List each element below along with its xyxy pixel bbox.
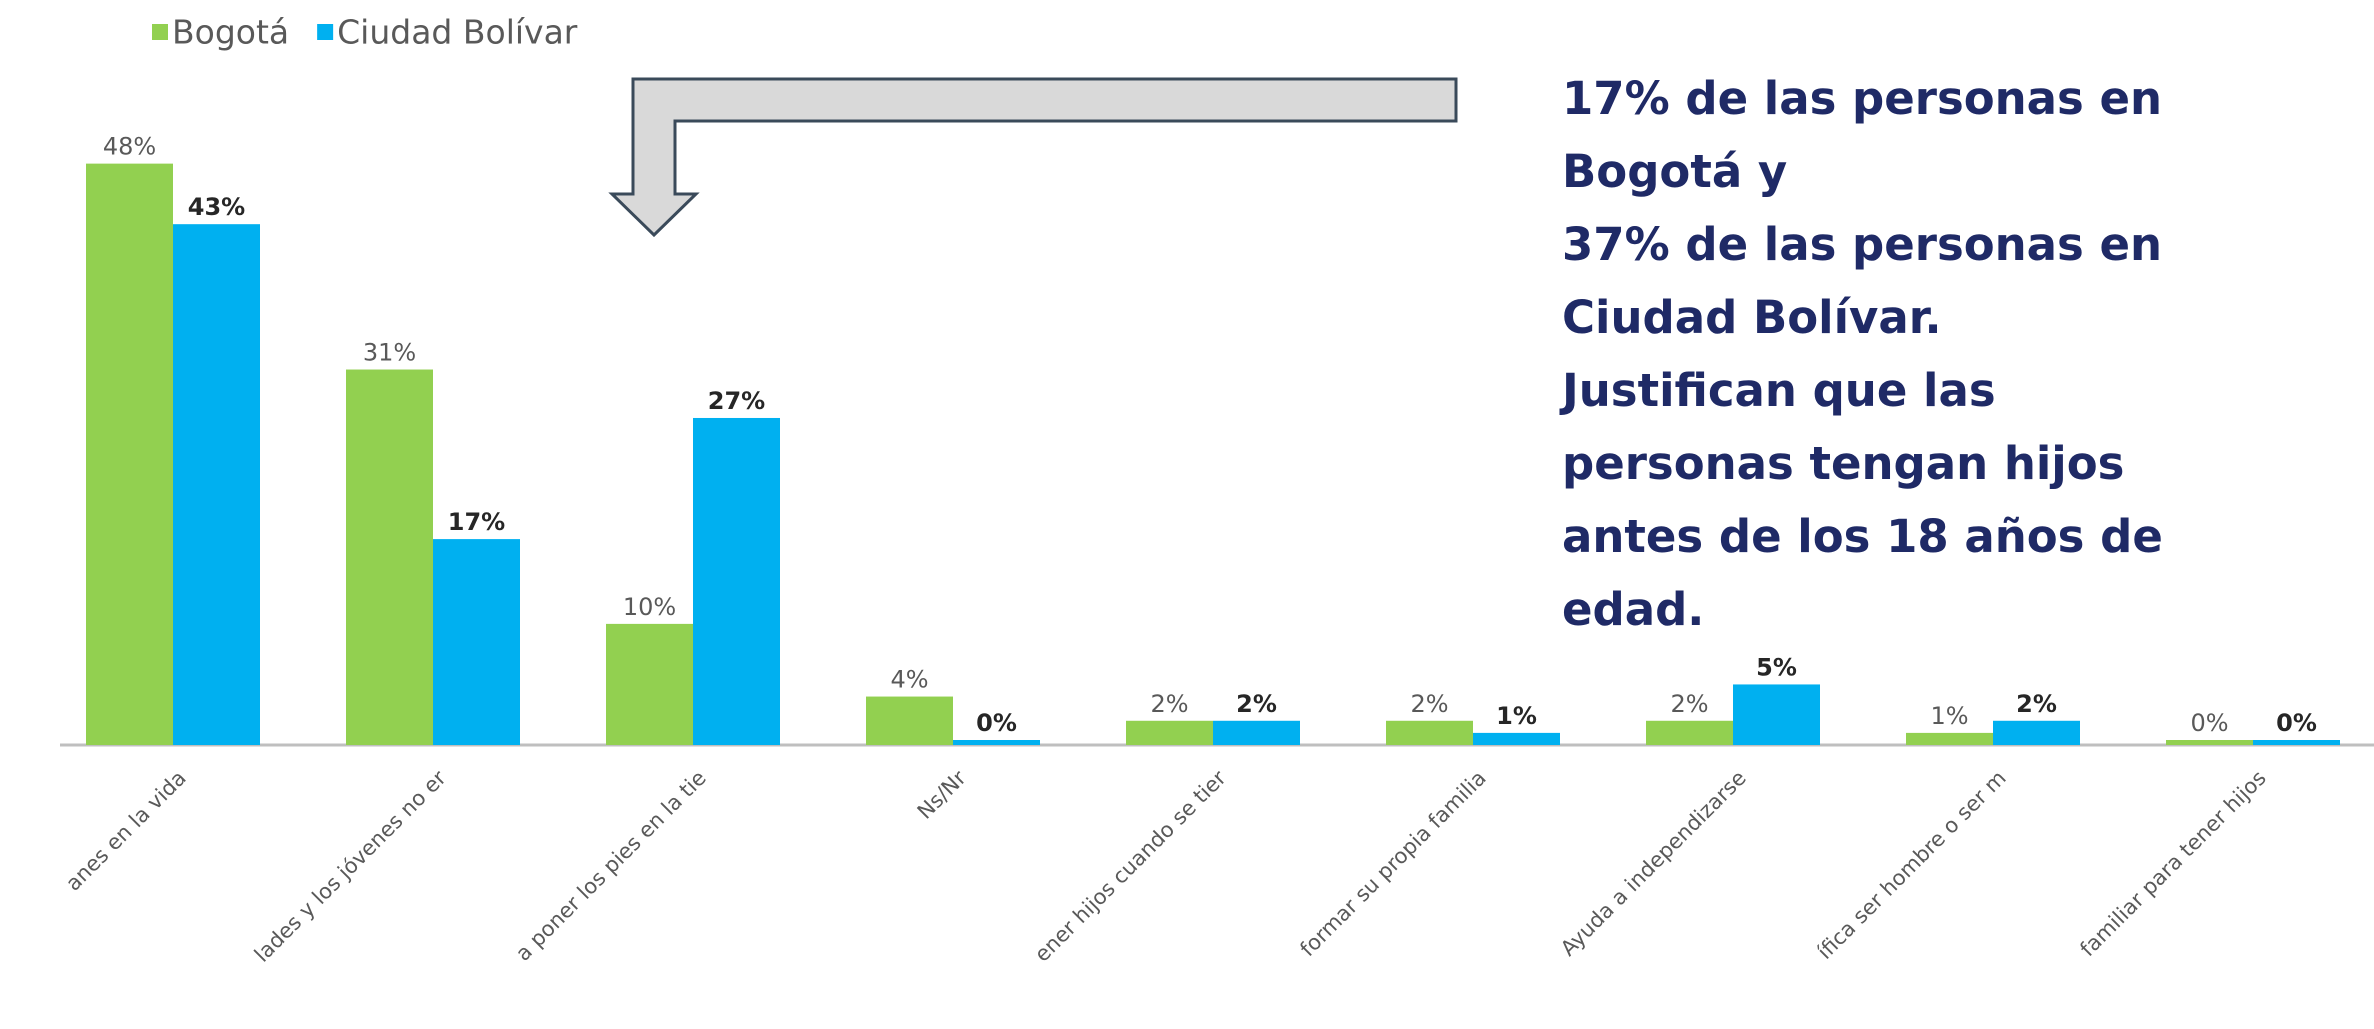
x-tick-label: lades y los jóvenes no er <box>250 766 451 967</box>
bar <box>86 163 173 745</box>
value-label: 2% <box>1150 690 1188 718</box>
x-tick-label: Ns/Nr <box>913 766 971 824</box>
annotation: antes de los 18 años de <box>1562 510 2163 563</box>
x-tick-label: ífica ser hombre o ser m <box>1813 766 2011 964</box>
bar <box>1213 720 1300 745</box>
bar <box>1993 720 2080 745</box>
legend-swatch <box>317 24 334 40</box>
bar <box>173 224 260 745</box>
bar <box>953 740 1040 745</box>
annotation: Ciudad Bolívar. <box>1562 291 1942 344</box>
bar <box>433 539 520 745</box>
bar <box>693 417 780 745</box>
x-tick-label: ener hijos cuando se tier <box>1030 766 1231 967</box>
legend-label: Bogotá <box>172 13 289 52</box>
bar <box>1126 720 1213 745</box>
value-label: 1% <box>1930 702 1968 730</box>
bar <box>1646 720 1733 745</box>
value-label: 17% <box>448 508 505 536</box>
legend-swatch <box>152 24 168 40</box>
annotation: 17% de las personas en <box>1562 72 2162 125</box>
x-tick-label: formar su propia familia <box>1295 766 1490 961</box>
annotation: 37% de las personas en <box>1562 218 2162 271</box>
x-tick-label: a poner los pies en la tie <box>511 766 711 966</box>
bar <box>1386 720 1473 745</box>
value-label: 0% <box>2276 709 2317 737</box>
value-label: 43% <box>188 193 245 221</box>
x-tick-label: familiar para tener hijos <box>2075 766 2270 961</box>
bar <box>1473 732 1560 745</box>
value-label: 10% <box>623 593 676 621</box>
value-label: 5% <box>1756 653 1797 681</box>
bar <box>2166 740 2253 745</box>
bar <box>606 623 693 745</box>
value-label: 1% <box>1496 702 1537 730</box>
annotation: Bogotá y <box>1562 145 1787 198</box>
legend-label: Ciudad Bolívar <box>337 13 578 52</box>
value-label: 0% <box>976 709 1017 737</box>
value-label: 2% <box>2016 690 2057 718</box>
bar <box>346 369 433 745</box>
value-label: 48% <box>103 133 156 161</box>
value-label: 2% <box>1410 690 1448 718</box>
bar <box>866 696 953 745</box>
bar <box>1906 732 1993 745</box>
bar <box>1733 684 1820 745</box>
annotation: personas tengan hijos <box>1562 437 2124 490</box>
annotation: Justifican que las <box>1559 364 1996 417</box>
value-label: 2% <box>1236 690 1277 718</box>
value-label: 31% <box>363 339 416 367</box>
value-label: 4% <box>890 666 928 694</box>
value-label: 2% <box>1670 690 1708 718</box>
value-label: 27% <box>708 387 765 415</box>
bar <box>2253 740 2340 745</box>
annotation: edad. <box>1562 583 1704 636</box>
x-tick-label: anes en la vida <box>61 766 191 896</box>
x-tick-label: Ayuda a independizarse <box>1556 766 1751 961</box>
value-label: 0% <box>2190 709 2228 737</box>
arrow <box>608 77 1458 238</box>
